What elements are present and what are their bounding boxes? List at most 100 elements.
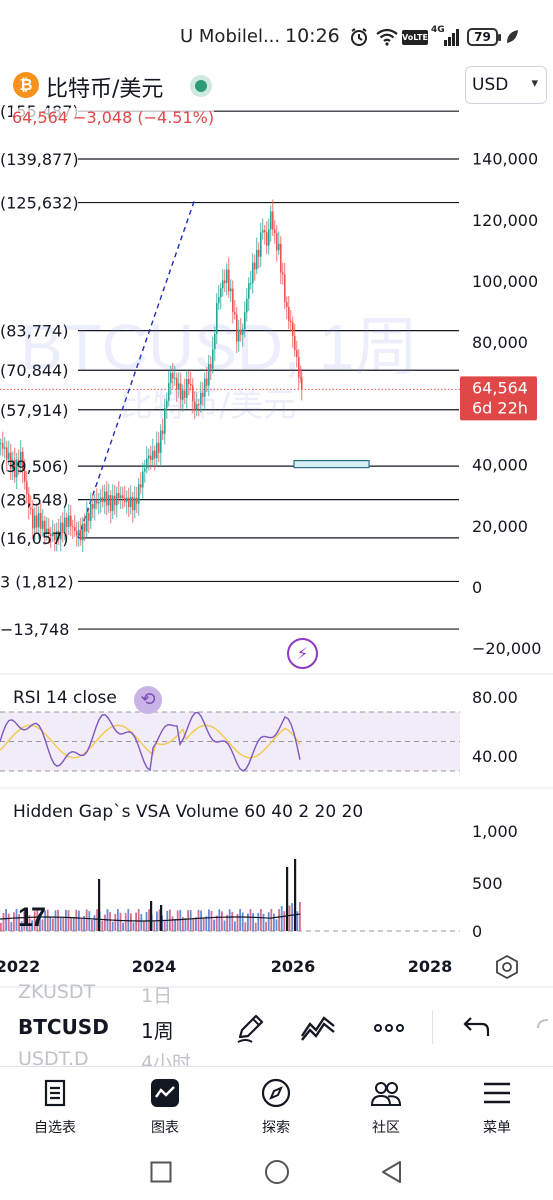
candle-body <box>188 379 190 384</box>
candle-body <box>106 491 108 506</box>
candle-body <box>206 378 208 386</box>
candle-body <box>92 504 94 509</box>
more-icon[interactable] <box>368 1006 412 1050</box>
volume-bar <box>241 912 244 931</box>
volume-spike-bar <box>98 879 101 931</box>
time-axis-label: 2026 <box>271 957 316 976</box>
indicators-icon[interactable] <box>296 1006 340 1050</box>
candle-body <box>78 529 80 536</box>
symbol-header: ₿ 比特币/美元 USD ▾ <box>0 66 553 106</box>
interval-picker[interactable]: 1周 <box>141 1019 174 1043</box>
volume-bar <box>257 912 260 931</box>
candle-body <box>168 383 170 401</box>
volume-bar <box>265 921 267 931</box>
symbol-picker[interactable]: BTCUSD <box>18 1015 109 1039</box>
candle-body <box>256 249 258 270</box>
price-axis-label: 0 <box>472 578 482 597</box>
candle-body <box>114 495 116 506</box>
volume-bar <box>231 911 234 931</box>
volume-bar <box>101 920 104 931</box>
volume-bar <box>296 911 299 931</box>
currency-value: USD <box>472 75 509 95</box>
recent-apps-icon[interactable] <box>150 1161 172 1183</box>
volume-bar <box>291 903 293 931</box>
candle-body <box>170 372 172 384</box>
nav-item-menu[interactable]: 菜单 <box>442 1067 552 1143</box>
candle-body <box>108 495 110 506</box>
rsi-indicator-label[interactable]: RSI 14 close <box>13 688 117 708</box>
bitcoin-logo-icon: ₿ <box>13 72 39 98</box>
candle-body <box>290 320 292 323</box>
candle-body <box>278 243 280 251</box>
redo-icon[interactable] <box>530 1006 553 1050</box>
volume-bar <box>2 912 5 931</box>
volume-bar <box>88 911 91 931</box>
volume-bar <box>239 909 241 931</box>
candle-body <box>282 272 284 275</box>
currency-select[interactable]: USD ▾ <box>465 66 547 104</box>
volume-bar <box>226 914 228 931</box>
level-label: (16,057) <box>0 529 68 548</box>
lightning-icon[interactable]: ⚡ <box>287 638 318 669</box>
hexagon-settings-icon[interactable] <box>494 954 520 980</box>
price-axis-label: 120,000 <box>472 211 538 230</box>
candle-body <box>96 500 98 504</box>
candle-body <box>160 430 162 453</box>
candle-body <box>244 312 246 329</box>
candle-body <box>64 517 66 533</box>
volume-bar <box>195 917 197 931</box>
price-chart[interactable]: (155,487)(139,877)(125,632)(83,774)(70,8… <box>0 100 553 988</box>
candle-body <box>134 497 136 511</box>
nav-item-watchlist[interactable]: 自选表 <box>0 1067 110 1143</box>
candle-body <box>38 513 40 528</box>
price-axis-label: 80,000 <box>472 333 528 352</box>
volume-bar <box>153 920 156 931</box>
candle-body <box>136 497 138 504</box>
level-label: 3 (1,812) <box>0 572 74 591</box>
candle-body <box>292 322 294 336</box>
nav-item-explore[interactable]: 探索 <box>221 1067 331 1143</box>
refresh-icon[interactable]: ⟲ <box>134 686 162 714</box>
volume-bar <box>15 909 18 931</box>
volume-bar <box>36 909 39 931</box>
volume-bar <box>174 918 176 931</box>
time-axis-label: 2022 <box>0 957 40 976</box>
signal-icon <box>444 29 459 46</box>
nav-item-community[interactable]: 社区 <box>331 1067 441 1143</box>
status-bar: U Mobilel... 10:26 VoLTE 4G 79 <box>0 0 553 62</box>
volume-bar <box>31 920 33 931</box>
candle-body <box>62 522 64 533</box>
candle-body <box>60 522 62 540</box>
pencil-icon[interactable] <box>228 1006 272 1050</box>
volume-bar <box>148 909 150 931</box>
candle-body <box>228 269 230 292</box>
candle-body <box>300 377 302 379</box>
nav-label: 探索 <box>262 1120 290 1136</box>
toolbar-divider <box>432 1010 433 1044</box>
candle-body <box>208 364 210 386</box>
candle-body <box>288 307 290 321</box>
volume-axis-label: 500 <box>472 874 503 893</box>
volume-bar <box>249 909 252 931</box>
candle-body <box>156 442 158 459</box>
volume-bar <box>52 918 54 931</box>
candle-body <box>20 451 22 466</box>
home-icon[interactable] <box>264 1159 290 1185</box>
volume-bar <box>26 909 28 931</box>
candle-body <box>34 515 36 529</box>
nav-item-chart[interactable]: 图表 <box>110 1067 220 1143</box>
wifi-icon <box>376 28 398 46</box>
candle-body <box>130 496 132 508</box>
back-icon[interactable] <box>380 1160 404 1184</box>
battery-icon: 79 <box>467 28 501 46</box>
tradingview-logo: 17 <box>18 902 46 932</box>
ghost-interval-above: 1日 <box>141 985 173 1007</box>
volume-bar <box>130 913 132 931</box>
volume-indicator-label[interactable]: Hidden Gap`s VSA Volume 60 40 2 20 20 <box>13 802 364 822</box>
undo-icon[interactable] <box>452 1006 496 1050</box>
symbol-title[interactable]: 比特币/美元 <box>46 77 164 102</box>
volume-bar <box>41 919 44 931</box>
volume-bar <box>163 919 166 931</box>
volume-bar <box>96 909 98 931</box>
candle-body <box>98 501 100 504</box>
